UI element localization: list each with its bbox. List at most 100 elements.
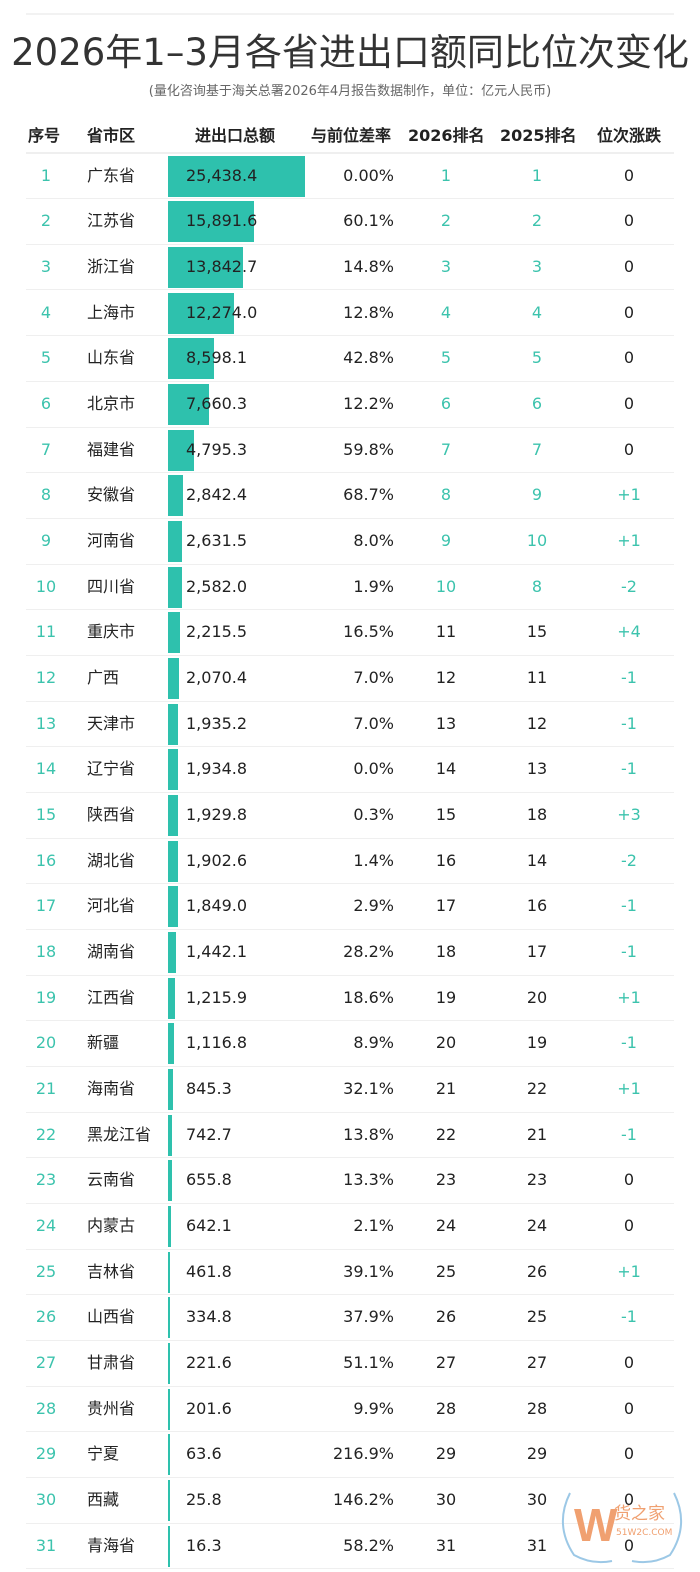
province-cell: 山西省 [87,1307,136,1327]
total-value-cell: 221.6 [186,1352,232,1372]
rank-2026-cell: 22 [435,1124,457,1144]
province-cell: 湖南省 [87,941,136,961]
rank-2025-cell: 6 [531,393,543,413]
gap-rate-cell: 39.1% [343,1261,394,1281]
rank-2026-cell: 2 [440,211,452,231]
seq-cell: 14 [35,759,57,779]
table-row: 12 广西 2,070.4 7.0% 12 11 -1 [26,656,674,702]
table-row: 23 云南省 655.8 13.3% 23 23 0 [26,1158,674,1204]
gap-rate-cell: 0.00% [343,165,394,185]
gap-rate-cell: 32.1% [343,1078,394,1098]
gap-rate-cell: 13.8% [343,1124,394,1144]
gap-rate-cell: 60.1% [343,211,394,231]
rank-2025-cell: 1 [531,165,543,185]
total-value-cell: 4,795.3 [186,439,248,459]
province-cell: 湖北省 [87,850,136,870]
province-cell: 新疆 [87,1033,120,1053]
total-value-cell: 1,116.8 [186,1033,248,1053]
rank-2026-cell: 17 [435,896,457,916]
table-row: 8 安徽省 2,842.4 68.7% 8 9 +1 [26,473,674,519]
total-value-cell: 13,842.7 [186,256,258,276]
total-value-cell: 1,442.1 [186,941,248,961]
total-value-cell: 655.8 [186,1170,232,1190]
value-bar [168,1023,174,1065]
seq-cell: 19 [35,987,57,1007]
rank-change-cell: 0 [623,1170,635,1190]
table-row: 11 重庆市 2,215.5 16.5% 11 15 +4 [26,610,674,656]
table-row: 24 内蒙古 642.1 2.1% 24 24 0 [26,1204,674,1250]
seq-cell: 6 [40,393,52,413]
value-bar [168,657,180,699]
province-cell: 广东省 [87,165,136,185]
rank-2026-cell: 19 [435,987,457,1007]
gap-rate-cell: 2.9% [353,896,394,916]
rank-change-cell: -2 [621,850,637,870]
seq-cell: 31 [35,1535,57,1555]
rank-change-cell: 0 [623,165,635,185]
total-value-cell: 334.8 [186,1307,232,1327]
total-value-cell: 1,935.2 [186,713,248,733]
seq-cell: 25 [35,1261,57,1281]
gap-rate-cell: 37.9% [343,1307,394,1327]
seq-cell: 16 [35,850,57,870]
svg-text:W: W [574,1499,618,1551]
gap-rate-cell: 8.0% [353,530,394,550]
rank-change-cell: +1 [617,987,641,1007]
table-row: 21 海南省 845.3 32.1% 21 22 +1 [26,1067,674,1113]
province-cell: 吉林省 [87,1261,136,1281]
table-row: 7 福建省 4,795.3 59.8% 7 7 0 [26,428,674,474]
table-row: 9 河南省 2,631.5 8.0% 9 10 +1 [26,519,674,565]
value-bar [168,1297,170,1339]
value-bar [168,612,180,654]
rank-change-cell: -1 [621,759,637,779]
table-row: 18 湖南省 1,442.1 28.2% 18 17 -1 [26,930,674,976]
rank-2025-cell: 29 [526,1444,548,1464]
table-row: 5 山东省 8,598.1 42.8% 5 5 0 [26,336,674,382]
value-bar [168,1342,170,1384]
province-cell: 甘肃省 [87,1352,136,1372]
value-bar [168,520,183,562]
header-province: 省市区 [87,126,136,145]
gap-rate-cell: 7.0% [353,667,394,687]
rank-change-cell: -1 [621,896,637,916]
value-bar [168,338,215,380]
value-bar [168,1525,170,1567]
table-row: 20 新疆 1,116.8 8.9% 20 19 -1 [26,1021,674,1067]
gap-rate-cell: 2.1% [353,1215,394,1235]
rank-2026-cell: 11 [435,622,457,642]
province-cell: 河北省 [87,896,136,916]
rank-2026-cell: 14 [435,759,457,779]
seq-cell: 24 [35,1215,57,1235]
rank-2025-cell: 22 [526,1078,548,1098]
value-bar [168,566,182,608]
value-bar [168,977,175,1019]
logo: W 货之家 51W2C.COM [552,1485,692,1565]
gap-rate-cell: 68.7% [343,485,394,505]
rank-2026-cell: 21 [435,1078,457,1098]
rank-change-cell: 0 [623,1398,635,1418]
province-cell: 山东省 [87,348,136,368]
rank-2026-cell: 10 [435,576,457,596]
seq-cell: 9 [40,530,52,550]
province-cell: 四川省 [87,576,136,596]
gap-rate-cell: 16.5% [343,622,394,642]
rank-2026-cell: 29 [435,1444,457,1464]
gap-rate-cell: 12.8% [343,302,394,322]
total-value-cell: 845.3 [186,1078,232,1098]
value-bar [168,1205,172,1247]
rank-2026-cell: 4 [440,302,452,322]
table-row: 14 辽宁省 1,934.8 0.0% 14 13 -1 [26,747,674,793]
seq-cell: 28 [35,1398,57,1418]
value-bar [168,475,184,517]
province-cell: 辽宁省 [87,759,136,779]
rank-change-cell: +3 [617,804,641,824]
laurel-logo-icon: W 货之家 51W2C.COM [561,1492,683,1564]
table-row: 19 江西省 1,215.9 18.6% 19 20 +1 [26,976,674,1022]
rank-change-cell: +4 [617,622,641,642]
top-divider [26,13,674,15]
table-row: 16 湖北省 1,902.6 1.4% 16 14 -2 [26,839,674,885]
total-value-cell: 2,215.5 [186,622,248,642]
rank-2025-cell: 3 [531,256,543,276]
rank-change-cell: 0 [623,1444,635,1464]
value-bar [168,429,194,471]
